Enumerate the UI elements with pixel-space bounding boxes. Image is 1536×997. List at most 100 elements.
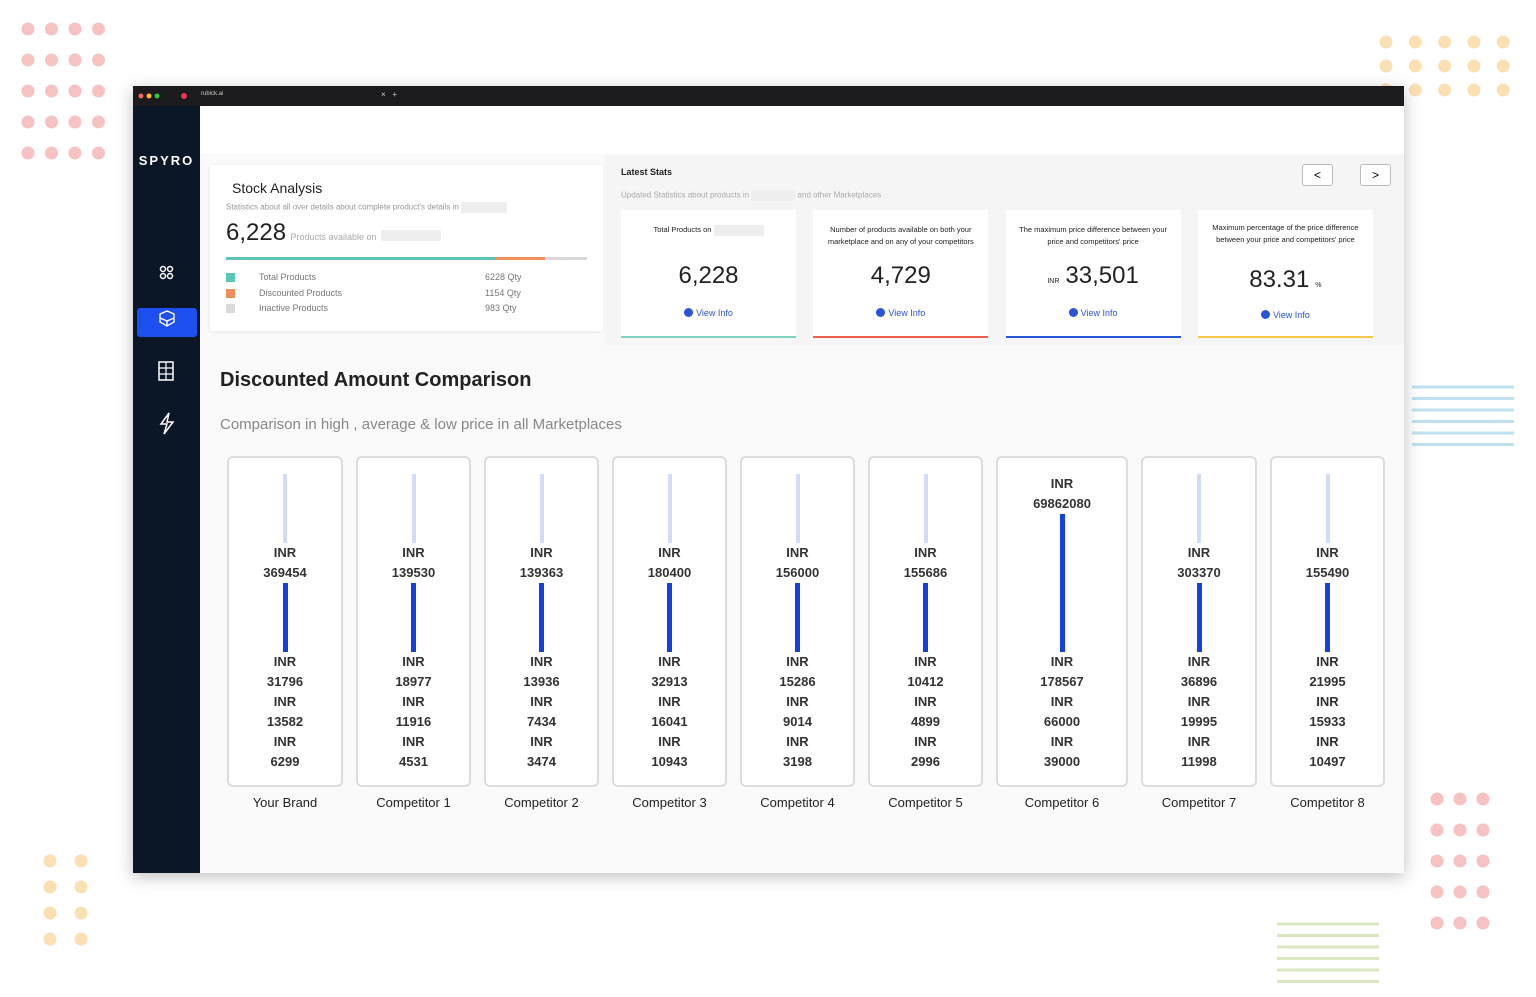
stat-value: 33,501 <box>1065 262 1139 289</box>
price-value: 15286 <box>779 674 816 689</box>
comparison-subtitle: Comparison in high , average & low price… <box>220 416 622 433</box>
currency-label: INR <box>1316 545 1339 560</box>
currency-label: INR <box>1187 545 1211 560</box>
high-bar-track <box>411 474 416 543</box>
legend-row: Inactive Products 983 Qty <box>226 303 587 315</box>
currency-label: INR <box>1316 694 1339 709</box>
view-info-link[interactable]: View Info <box>1006 308 1181 318</box>
price-value: 7434 <box>527 714 556 729</box>
currency-label: INR <box>273 694 297 709</box>
legend-swatch <box>226 304 235 313</box>
stock-subtitle: Statistics about all over details about … <box>226 202 507 213</box>
currency-label: INR <box>1187 694 1211 709</box>
high-bar-track <box>923 474 928 543</box>
currency-label: INR <box>273 654 297 669</box>
currency-label: INR <box>402 545 425 560</box>
currency-label: INR <box>786 734 809 749</box>
price-value: 18977 <box>395 674 432 689</box>
subtitle-text: Statistics about all over details about … <box>226 202 459 212</box>
next-button[interactable]: > <box>1360 164 1391 186</box>
view-info-text: View Info <box>1080 308 1118 318</box>
view-info-text: View Info <box>888 308 926 318</box>
currency-label: INR <box>402 734 425 749</box>
high-bar-track <box>1197 474 1201 543</box>
price-value: 21995 <box>1309 674 1346 689</box>
currency-label: INR <box>1050 734 1074 749</box>
price-value: 69862080 <box>1033 496 1091 511</box>
subtitle-suffix: and other Marketplaces <box>797 190 882 200</box>
price-card: INR 155686 INR 10412 INR 4899 INR 2996 <box>868 456 983 787</box>
currency-label: INR <box>1187 734 1211 749</box>
price-value: 139363 <box>519 565 564 580</box>
price-value: 66000 <box>1043 714 1081 729</box>
stat-label-text: The maximum price difference between you… <box>1019 225 1168 246</box>
price-value: 4899 <box>911 714 940 729</box>
stat-label: The maximum price difference between you… <box>1016 224 1171 248</box>
price-value: 10497 <box>1309 754 1346 769</box>
currency-label: INR <box>786 545 809 560</box>
stat-label-text: Total Products on <box>653 225 712 234</box>
currency-label: INR <box>1316 734 1339 749</box>
view-info-link[interactable]: View Info <box>813 308 988 318</box>
legend-row: Discounted Products 1154 Qty <box>226 288 587 300</box>
high-bar-track <box>1325 474 1330 543</box>
top-bar <box>200 106 1404 154</box>
price-value: 4531 <box>399 754 428 769</box>
currency-label: INR <box>402 654 425 669</box>
price-value: 32913 <box>651 674 688 689</box>
stock-caption: Products available on <box>290 232 377 242</box>
stat-card: Total Products on 6,228 View Info <box>621 210 796 338</box>
stat-label-text: Number of products available on both you… <box>827 225 974 246</box>
price-card: INR 139363 INR 13936 INR 7434 INR 3474 <box>484 456 599 787</box>
column-name: Competitor 6 <box>1024 795 1100 810</box>
stat-label: Maximum percentage of the price differen… <box>1208 222 1363 246</box>
legend-swatch <box>226 288 235 298</box>
stat-prefix: INR <box>1047 278 1060 285</box>
view-info-link[interactable]: View Info <box>1198 310 1373 320</box>
range-bar <box>411 583 416 652</box>
stock-bar-segment <box>226 257 495 260</box>
currency-label: INR <box>658 734 681 749</box>
column-name: Competitor 2 <box>504 795 579 810</box>
stat-value-row: 6,228 <box>621 262 796 290</box>
latest-subtitle: Updated Statistics about products in and… <box>621 190 881 201</box>
price-value: 11916 <box>395 714 432 729</box>
range-bar <box>923 583 928 652</box>
column-name: Your Brand <box>252 795 318 810</box>
currency-label: INR <box>1050 694 1074 709</box>
legend-unit: Qty <box>506 287 521 298</box>
price-value: 10943 <box>651 754 688 769</box>
stock-total-row: 6,228 Products available on <box>226 219 442 247</box>
price-value: 13582 <box>266 714 304 729</box>
currency-label: INR <box>530 694 553 709</box>
legend-label: Discounted Products <box>259 287 343 298</box>
range-bar <box>1059 514 1065 652</box>
stat-value-row: 4,729 <box>813 262 988 290</box>
prev-button[interactable]: < <box>1302 164 1333 186</box>
price-card: INR 139530 INR 18977 INR 11916 INR 4531 <box>356 456 471 787</box>
legend-number: 6228 <box>485 272 506 282</box>
price-value: 156000 <box>775 565 820 580</box>
view-info-text: View Info <box>696 308 733 318</box>
legend-swatch <box>226 273 235 282</box>
tab-title[interactable]: rubick.ai <box>201 91 224 97</box>
price-value: 139530 <box>391 565 436 580</box>
range-bar <box>282 583 288 652</box>
currency-label: INR <box>786 654 809 669</box>
view-info-link[interactable]: View Info <box>621 308 796 318</box>
currency-label: INR <box>914 654 937 669</box>
tab-close[interactable]: × + <box>381 90 398 99</box>
view-info-text: View Info <box>1272 310 1310 320</box>
price-card: INR 156000 INR 15286 INR 9014 INR 3198 <box>740 456 855 787</box>
price-value: 15933 <box>1309 714 1346 729</box>
subtitle-prefix: Updated Statistics about products in <box>621 190 750 200</box>
column-name: Competitor 5 <box>888 795 963 810</box>
stat-label: Total Products on <box>631 224 786 236</box>
comparison-title: Discounted Amount Comparison <box>220 369 532 391</box>
stock-title: Stock Analysis <box>232 180 323 196</box>
price-card: INR 303370 INR 36896 INR 19995 INR 11998 <box>1141 456 1257 787</box>
stat-value: 4,729 <box>870 262 931 289</box>
legend-value: 1154 Qty <box>485 288 521 298</box>
